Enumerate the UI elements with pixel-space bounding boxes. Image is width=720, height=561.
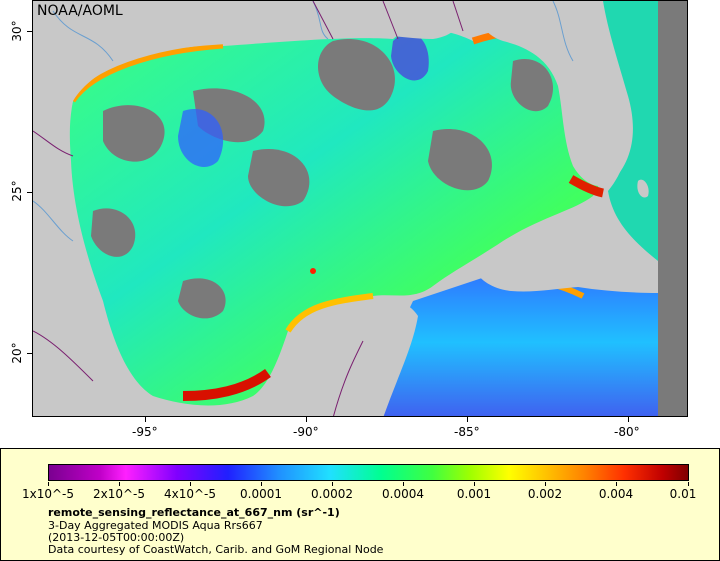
colorbar-label: 0.0002 (311, 487, 353, 501)
cloud-patch (248, 149, 310, 207)
caribbean-sea (373, 266, 658, 416)
dataset-date: (2013-12-05T00:00:00Z) (48, 531, 185, 544)
low-reflectance-patch (178, 109, 224, 167)
colorbar-tick (261, 482, 262, 486)
lon-tick-mark (628, 417, 629, 422)
cloud-patch (510, 59, 554, 112)
colorbar-label: 0.004 (598, 487, 634, 501)
lat-tick-mark (27, 353, 32, 354)
cloud-patch (103, 105, 165, 162)
cloud-patch (318, 39, 395, 111)
map-panel: NOAA/AOML (32, 0, 688, 417)
mexico-west (33, 101, 166, 416)
border-line (382, 1, 399, 40)
colorbar-tick (688, 482, 689, 486)
variable-name: remote_sensing_reflectance_at_667_nm (sr… (48, 506, 340, 519)
colorbar-label: 0.0001 (240, 487, 282, 501)
us-gulf-coast (33, 1, 473, 101)
colorbar-label: 0.01 (669, 487, 697, 501)
border-line (33, 330, 94, 382)
lon-tick-label: -80° (614, 425, 640, 439)
lat-tick-label: 25° (10, 180, 24, 202)
colorbar-label: 2x10^-5 (92, 487, 146, 501)
coastal-high-reflectance (182, 368, 271, 401)
colorbar-tick (119, 482, 120, 486)
colorbar (48, 464, 689, 481)
map-image (33, 1, 687, 416)
colorbar-label: 0.001 (456, 487, 492, 501)
coastal-high-reflectance (285, 293, 374, 333)
lon-tick-mark (145, 417, 146, 422)
colorbar-label: 4x10^-5 (163, 487, 217, 501)
cloud-patch (428, 129, 492, 191)
border-line (333, 340, 364, 416)
yucatan (263, 299, 418, 416)
colorbar-tick (403, 482, 404, 486)
cloud-patch (91, 208, 136, 257)
map-title: NOAA/AOML (37, 3, 123, 19)
colorbar-label: 1x10^-5 (21, 487, 75, 501)
colorbar-label: 0.002 (527, 487, 563, 501)
coastal-high-reflectance (568, 175, 605, 198)
colorbar-tick (545, 482, 546, 486)
lon-tick-mark (306, 417, 307, 422)
low-reflectance-patch (391, 32, 429, 81)
river (552, 1, 574, 62)
lat-tick-label: 30° (10, 20, 24, 42)
lat-tick-mark (27, 31, 32, 32)
colorbar-tick (332, 482, 333, 486)
data-credit: Data courtesy of CoastWatch, Carib. and … (48, 543, 384, 556)
lon-tick-label: -85° (454, 425, 480, 439)
bahamas (637, 179, 649, 198)
cuba (473, 256, 658, 293)
legend-panel: 1x10^-5 2x10^-5 4x10^-5 0.0001 0.0002 0.… (0, 448, 720, 561)
cloud-patch (178, 278, 226, 319)
river (52, 10, 114, 62)
coastal-high-reflectance (70, 43, 224, 103)
lat-tick-mark (27, 192, 32, 193)
lon-tick-label: -95° (132, 425, 158, 439)
colorbar-label: 0.0004 (382, 487, 424, 501)
florida (473, 1, 633, 187)
small-feature (310, 268, 316, 274)
river (33, 200, 74, 242)
dataset-description: 3-Day Aggregated MODIS Aqua Rrs667 (48, 519, 263, 532)
colorbar-tick (48, 482, 49, 486)
border-line (312, 1, 334, 40)
no-data-stripe (658, 1, 687, 416)
lon-tick-label: -90° (293, 425, 319, 439)
lon-tick-mark (467, 417, 468, 422)
border-line (33, 130, 74, 157)
colorbar-tick (190, 482, 191, 486)
colorbar-tick (616, 482, 617, 486)
border-line (452, 1, 464, 32)
lat-tick-label: 20° (10, 342, 24, 364)
colorbar-tick (474, 482, 475, 486)
